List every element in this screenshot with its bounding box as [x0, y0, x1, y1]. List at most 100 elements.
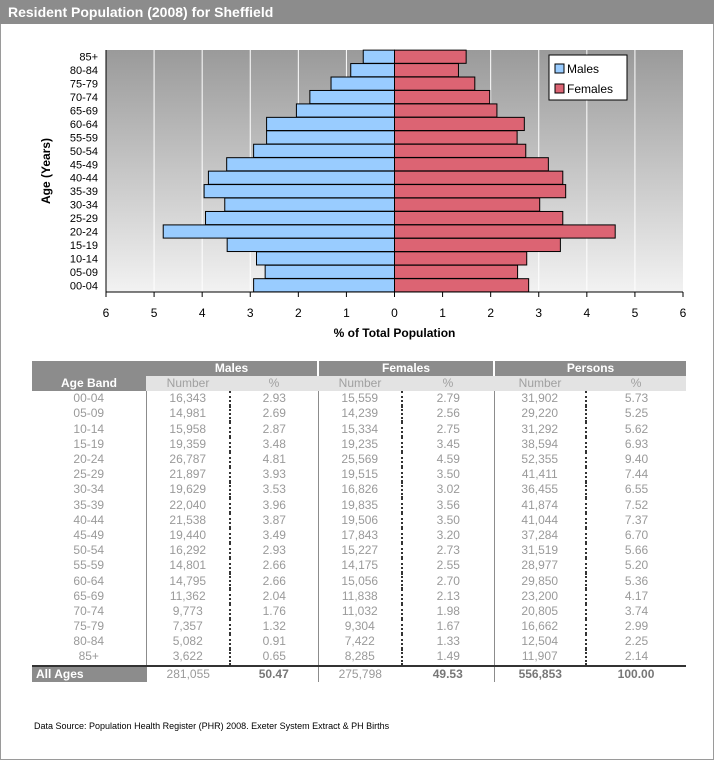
bar-females-00-04 [394, 278, 530, 293]
row-age-band: 70-74 [32, 603, 147, 619]
row-females-number: 16,826 [318, 482, 404, 498]
row-males-pct: 3.87 [230, 512, 319, 528]
bar-females-20-24 [394, 224, 616, 239]
bar-females-45-49 [394, 157, 549, 172]
row-males-pct: 3.96 [230, 497, 319, 513]
bar-males-25-29 [205, 210, 395, 226]
table-row: 40-44 21,538 3.87 19,506 3.50 41,044 7.37 [32, 512, 686, 528]
row-females-pct: 3.02 [402, 482, 495, 498]
row-persons-number: 52,355 [494, 451, 588, 468]
x-tick-label: 5 [632, 306, 639, 320]
report-title: Resident Population (2008) for Sheffield [0, 0, 714, 24]
row-persons-pct: 7.44 [624, 467, 649, 482]
table-row: 75-79 7,357 1.32 9,304 1.67 16,662 2.99 [32, 619, 686, 635]
x-tick-label: 4 [199, 306, 206, 320]
row-males-pct: 3.93 [230, 467, 319, 483]
x-tick-label: 3 [535, 306, 542, 320]
table-row: 45-49 19,440 3.49 17,843 3.20 37,284 6.70 [32, 527, 686, 544]
y-tick-label: 10-14 [70, 253, 98, 265]
y-tick-label: 60-64 [70, 119, 98, 131]
row-persons-pct: 2.25 [624, 634, 649, 649]
population-pyramid-chart: 85+80-8475-7970-7465-6960-6455-5950-5445… [39, 49, 687, 340]
row-persons-number: 29,220 [494, 406, 588, 422]
legend-swatch-males [554, 63, 565, 74]
y-tick-label: 70-74 [70, 92, 98, 104]
row-females-pct: 3.45 [402, 436, 495, 452]
row-age-band: 15-19 [32, 436, 147, 452]
row-males-number: 15,958 [146, 421, 231, 437]
bar-males-85+ [362, 49, 395, 64]
row-persons-pct: 6.55 [624, 482, 649, 497]
row-persons-pct: 6.70 [624, 527, 649, 542]
row-females-number: 9,304 [318, 619, 404, 635]
row-females-number: 19,506 [318, 512, 404, 528]
row-males-pct: 2.69 [230, 406, 319, 422]
males-pct-header: % [230, 376, 319, 392]
row-persons-pct: 2.99 [624, 619, 649, 634]
row-males-pct: 2.04 [230, 588, 319, 604]
total-females-number: 275,798 [318, 664, 403, 682]
table-row: 55-59 14,801 2.66 14,175 2.55 28,977 5.20 [32, 558, 686, 574]
row-females-pct: 2.75 [402, 421, 495, 437]
bar-males-75-79 [330, 76, 395, 91]
y-tick-label: 00-04 [70, 280, 98, 292]
bar-males-10-14 [256, 251, 395, 266]
x-tick-label: 3 [247, 306, 254, 320]
bar-males-80-84 [350, 63, 396, 78]
table-row: 10-14 15,958 2.87 15,334 2.75 31,292 5.62 [32, 421, 686, 437]
row-age-band: 35-39 [32, 497, 147, 513]
row-females-pct: 2.56 [402, 406, 495, 422]
bar-males-70-74 [309, 89, 395, 105]
row-persons-pct: 7.52 [624, 497, 649, 512]
bar-females-65-69 [394, 103, 498, 118]
legend-swatch-females [554, 83, 565, 94]
row-males-number: 22,040 [146, 497, 231, 513]
row-males-number: 19,359 [146, 436, 231, 452]
persons-number-header: Number [494, 376, 587, 392]
y-tick-label: 75-79 [70, 79, 98, 91]
total-males-number: 281,055 [146, 664, 230, 682]
row-persons-number: 20,805 [494, 603, 588, 619]
females-pct-header: % [402, 376, 495, 392]
total-males-pct: 50.47 [230, 664, 319, 682]
bar-males-35-39 [203, 184, 395, 199]
row-males-number: 16,343 [146, 391, 231, 407]
data-source-note: Data Source: Population Health Register … [34, 721, 390, 731]
group-header-females: Females [317, 361, 495, 376]
row-males-pct: 2.93 [230, 543, 319, 559]
age-band-header: Age Band [32, 376, 146, 392]
row-males-number: 14,981 [146, 406, 231, 422]
bar-females-40-44 [394, 170, 564, 185]
population-table: Males Females Persons Age Band Number % … [32, 361, 687, 682]
row-males-pct: 1.32 [230, 619, 319, 635]
bar-females-60-64 [394, 116, 525, 132]
females-number-header: Number [318, 376, 403, 392]
total-row: All Ages 281,055 50.47 275,798 49.53 556… [32, 664, 687, 682]
bar-males-00-04 [253, 278, 395, 293]
table-row: 15-19 19,359 3.48 19,235 3.45 38,594 6.93 [32, 436, 686, 452]
table-row: 25-29 21,897 3.93 19,515 3.50 41,411 7.44 [32, 467, 686, 483]
row-age-band: 10-14 [32, 421, 147, 437]
row-persons-pct: 7.37 [624, 512, 649, 527]
bar-females-35-39 [394, 184, 567, 199]
row-age-band: 55-59 [32, 558, 147, 574]
row-age-band: 30-34 [32, 482, 147, 498]
bar-males-50-54 [253, 143, 395, 158]
bar-females-50-54 [394, 143, 527, 158]
row-persons-pct: 2.14 [624, 649, 649, 664]
row-persons-number: 31,902 [494, 391, 588, 407]
y-tick-label: 30-34 [70, 200, 98, 212]
x-tick-label: 5 [151, 306, 158, 320]
x-axis-label: % of Total Population [334, 326, 456, 340]
row-females-number: 19,515 [318, 467, 404, 483]
row-persons-pct: 3.74 [624, 603, 649, 618]
y-tick-label: 35-39 [70, 186, 98, 198]
row-females-number: 15,227 [318, 543, 404, 559]
row-females-number: 19,835 [318, 497, 404, 513]
row-males-pct: 0.65 [230, 649, 319, 666]
y-tick-label: 25-29 [70, 213, 98, 225]
row-females-pct: 3.56 [402, 497, 495, 513]
table-corner [32, 361, 146, 376]
row-females-pct: 2.55 [402, 558, 495, 574]
x-tick-label: 6 [680, 306, 687, 320]
